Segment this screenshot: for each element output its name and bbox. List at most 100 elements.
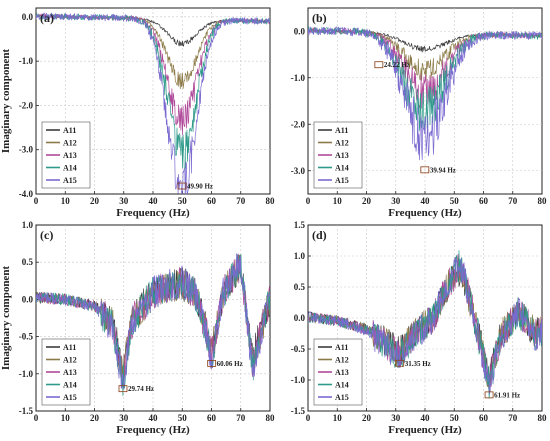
peak-marker: [420, 166, 430, 174]
peak-marker: [395, 359, 405, 367]
y-tick-label: -1.0: [19, 369, 34, 379]
y-tick-label: 0.5: [294, 282, 306, 292]
legend: A11 A12 A13 A14 A15: [41, 338, 91, 406]
legend-label: A12: [63, 356, 77, 365]
y-axis-title: Imaginary component: [0, 49, 12, 154]
x-tick-label: 40: [149, 413, 159, 423]
y-tick-label: -0.5: [291, 344, 306, 354]
series-line-a15: [308, 257, 542, 395]
legend-label: A13: [63, 151, 77, 160]
x-tick-label: 30: [119, 196, 129, 206]
legend-label: A13: [335, 368, 349, 377]
panel-c: 0 10 20 30 40 50 60 70 80 1.0 0.5 0.0 -0.5 -1.0 -1.5 29…: [0, 220, 275, 436]
x-tick-label: 10: [333, 196, 343, 206]
legend-label: A15: [335, 176, 349, 185]
x-tick-label: 0: [34, 413, 39, 423]
legend-label: A12: [63, 139, 77, 148]
legend-label: A11: [335, 343, 348, 352]
x-tick-label: 60: [207, 196, 217, 206]
x-tick-label: 10: [61, 196, 71, 206]
x-tick-label: 20: [90, 413, 100, 423]
series-line-a12: [36, 14, 270, 90]
legend-label: A12: [335, 139, 349, 148]
legend: A11 A12 A13 A14 A15: [313, 121, 363, 189]
x-tick-label: 80: [538, 413, 548, 423]
x-tick-label: 60: [479, 413, 489, 423]
peak-annotation: 61.91 Hz: [494, 391, 520, 399]
x-tick-label: 30: [391, 196, 401, 206]
series-group: [308, 250, 542, 399]
y-tick-label: 0.0: [22, 294, 34, 304]
x-tick-label: 50: [178, 413, 188, 423]
y-tick-label: 1.0: [294, 251, 306, 261]
x-tick-label: 80: [266, 196, 276, 206]
x-tick-label: 30: [119, 413, 129, 423]
y-tick-label: -1.0: [291, 73, 306, 83]
x-tick-label: 70: [236, 196, 246, 206]
y-tick-label: -1.0: [291, 375, 306, 385]
legend-label: A15: [335, 393, 349, 402]
series-line-a15: [36, 12, 270, 194]
peak-annotation: 49.90 Hz: [187, 183, 213, 191]
peak-marker: [484, 391, 494, 399]
x-tick-label: 60: [479, 196, 489, 206]
x-tick-label: 40: [421, 413, 431, 423]
y-tick-label: -3.0: [19, 145, 34, 155]
peak-marker: [207, 359, 217, 367]
x-tick-label: 0: [306, 196, 311, 206]
peak-annotation: 31.35 Hz: [405, 360, 431, 368]
x-tick-label: 70: [508, 196, 518, 206]
series-line-a15: [308, 26, 542, 161]
peak-annotation: 39.94 Hz: [430, 166, 456, 174]
x-tick-label: 20: [90, 196, 100, 206]
legend-label: A14: [63, 381, 77, 390]
panel-a: 0 10 20 30 40 50 60 70 80 0.0 -1.0 -2.0 -3.0 -4.0 49.9…: [0, 7, 276, 219]
panel-d: 0 10 20 30 40 50 60 70 80 1.5 1.0 0.5 0.0 -0.5 -1.0 -1.…: [291, 220, 547, 436]
y-tick-label: -1.0: [19, 56, 34, 66]
legend-label: A11: [63, 343, 76, 352]
legend-label: A11: [335, 126, 348, 135]
panel-label: (c): [40, 228, 53, 242]
y-tick-label: -2.0: [291, 119, 306, 129]
x-tick-label: 80: [266, 413, 276, 423]
series-group: [308, 26, 542, 161]
peak-annotation: 60.06 Hz: [217, 360, 243, 368]
x-tick-label: 60: [207, 413, 217, 423]
peak-marker: [118, 385, 128, 393]
y-tick-label: 1.0: [22, 220, 34, 230]
x-tick-label: 0: [34, 196, 39, 206]
y-tick-label: -1.5: [19, 406, 34, 416]
series-group: [36, 253, 270, 396]
y-tick-label: -2.0: [19, 100, 34, 110]
x-axis-title: Frequency (Hz): [116, 207, 190, 219]
peak-annotation: 29.74 Hz: [128, 385, 154, 393]
legend-label: A14: [335, 381, 349, 390]
y-tick-label: 0.0: [22, 12, 34, 22]
y-tick-label: 0.0: [294, 26, 306, 36]
x-axis-title: Frequency (Hz): [388, 424, 462, 436]
peak-marker: [177, 182, 187, 190]
peak-marker: [374, 61, 384, 69]
x-tick-label: 50: [178, 196, 188, 206]
panel-label: (b): [312, 11, 327, 25]
x-tick-label: 10: [61, 413, 71, 423]
y-tick-label: 1.5: [294, 220, 306, 230]
y-axis-title: Imaginary component: [0, 266, 12, 371]
peak-annotation: 24.22 Hz: [384, 61, 410, 69]
legend-label: A13: [335, 151, 349, 160]
x-tick-label: 50: [450, 196, 460, 206]
y-tick-label: 0.0: [294, 313, 306, 323]
x-axis-title: Frequency (Hz): [116, 424, 190, 436]
legend-label: A15: [63, 176, 77, 185]
panel-label: (a): [40, 11, 54, 25]
y-tick-label: -3.0: [291, 166, 306, 176]
x-tick-label: 30: [391, 413, 401, 423]
legend-label: A14: [335, 164, 349, 173]
x-tick-label: 20: [362, 196, 372, 206]
x-tick-label: 10: [333, 413, 343, 423]
x-tick-label: 70: [236, 413, 246, 423]
x-tick-label: 40: [421, 196, 431, 206]
x-tick-label: 0: [306, 413, 311, 423]
x-tick-label: 20: [362, 413, 372, 423]
